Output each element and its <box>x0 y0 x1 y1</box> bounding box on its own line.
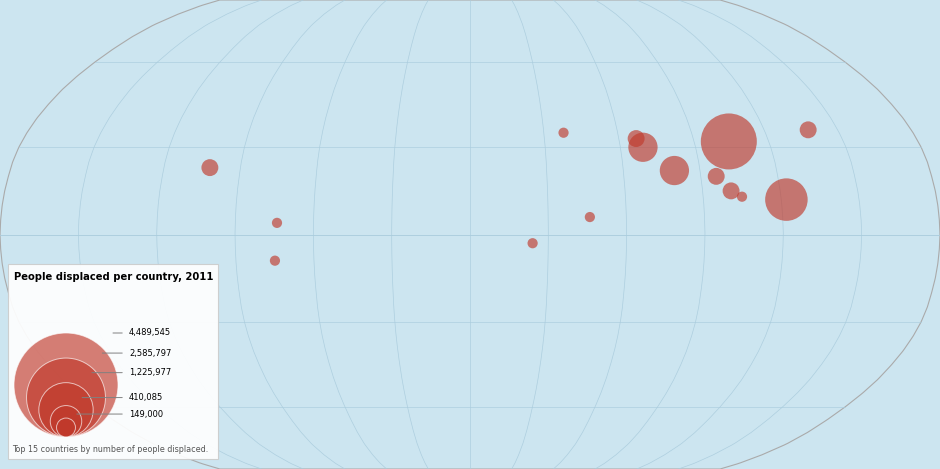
Text: People displaced per country, 2011: People displaced per country, 2011 <box>14 272 213 282</box>
Text: Top 15 countries by number of people displaced.: Top 15 countries by number of people dis… <box>12 445 209 454</box>
Text: 149,000: 149,000 <box>129 409 164 418</box>
Circle shape <box>708 168 725 185</box>
Circle shape <box>628 133 658 162</box>
Circle shape <box>585 212 595 222</box>
Circle shape <box>628 130 645 147</box>
Circle shape <box>723 182 740 199</box>
Circle shape <box>201 159 218 176</box>
Circle shape <box>701 113 757 169</box>
Circle shape <box>50 406 82 437</box>
Circle shape <box>800 121 817 138</box>
Circle shape <box>527 238 538 248</box>
Circle shape <box>14 333 118 437</box>
Circle shape <box>737 192 747 202</box>
Circle shape <box>558 128 569 138</box>
FancyBboxPatch shape <box>8 264 218 459</box>
Circle shape <box>272 218 282 228</box>
Circle shape <box>765 178 807 221</box>
Circle shape <box>270 256 280 266</box>
Text: 2,585,797: 2,585,797 <box>129 348 171 357</box>
Circle shape <box>39 383 93 437</box>
Circle shape <box>26 358 105 437</box>
Circle shape <box>56 418 75 437</box>
Text: 4,489,545: 4,489,545 <box>129 328 171 338</box>
Text: 410,085: 410,085 <box>129 393 164 402</box>
Circle shape <box>660 156 689 185</box>
Text: 1,225,977: 1,225,977 <box>129 368 171 377</box>
